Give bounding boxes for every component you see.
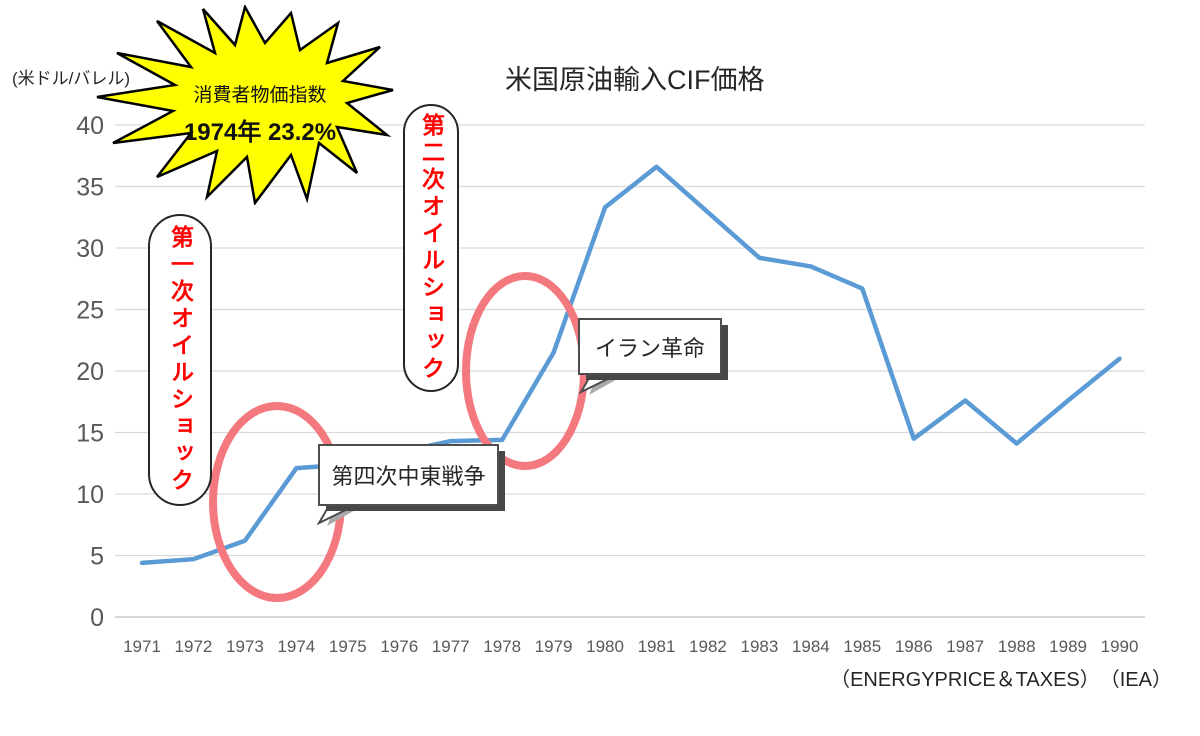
cpi-starburst (96, 5, 394, 205)
x-tick-label: 1973 (226, 637, 264, 656)
cpi-burst-label: 消費者物価指数 (193, 85, 327, 106)
y-tick-label: 35 (76, 174, 104, 202)
iran-bubble-tail (578, 372, 626, 395)
x-tick-label: 1976 (380, 637, 418, 656)
iranian-revolution-bubble: イラン革命 (578, 318, 722, 375)
y-axis-unit-label: (米ドル/バレル) (12, 69, 131, 88)
x-tick-label: 1979 (535, 637, 573, 656)
x-tick-label: 1986 (895, 637, 933, 656)
y-tick-label: 20 (76, 358, 104, 386)
y-tick-label: 40 (76, 112, 104, 140)
yom-kippur-war-label: 第四次中東戦争 (331, 464, 486, 489)
x-tick-label: 1985 (843, 637, 881, 656)
x-tick-label: 1988 (998, 637, 1036, 656)
starburst-shape (96, 5, 394, 205)
war-bubble-tail (316, 503, 364, 526)
y-tick-label: 5 (90, 543, 104, 571)
y-tick-label: 15 (76, 420, 104, 448)
x-tick-label: 1978 (483, 637, 521, 656)
y-tick-label: 30 (76, 235, 104, 263)
second-oil-shock-label: 第二次オイルショック (418, 113, 445, 383)
first-oil-shock-pill: 第一次オイルショック (148, 214, 212, 506)
cpi-burst-value: 1974年 23.2% (183, 119, 337, 146)
x-tick-label: 1981 (638, 637, 676, 656)
x-tick-label: 1977 (432, 637, 470, 656)
x-tick-label: 1990 (1101, 637, 1139, 656)
y-tick-label: 25 (76, 297, 104, 325)
highlight-ellipse-second-shock (462, 272, 588, 470)
x-tick-label: 1972 (175, 637, 213, 656)
x-tick-label: 1984 (792, 637, 830, 656)
x-tick-label: 1980 (586, 637, 624, 656)
source-note: （ENERGYPRICE＆TAXES） （IEA） (830, 669, 1172, 691)
x-tick-label: 1983 (740, 637, 778, 656)
y-tick-label: 0 (90, 604, 104, 632)
second-oil-shock-pill: 第二次オイルショック (403, 104, 459, 392)
x-tick-label: 1971 (123, 637, 161, 656)
cpi-burst-text: 消費者物価指数 1974年 23.2% (115, 80, 405, 147)
x-tick-label: 1974 (277, 637, 315, 656)
x-tick-label: 1989 (1049, 637, 1087, 656)
y-tick-label: 10 (76, 481, 104, 509)
page-title: 米国原油輸入CIF価格 (505, 65, 765, 95)
yom-kippur-war-bubble: 第四次中東戦争 (318, 444, 499, 506)
first-oil-shock-label: 第一次オイルショック (167, 225, 194, 495)
iranian-revolution-label: イラン革命 (594, 335, 705, 361)
x-tick-label: 1975 (329, 637, 367, 656)
x-tick-label: 1982 (689, 637, 727, 656)
x-tick-label: 1987 (946, 637, 984, 656)
